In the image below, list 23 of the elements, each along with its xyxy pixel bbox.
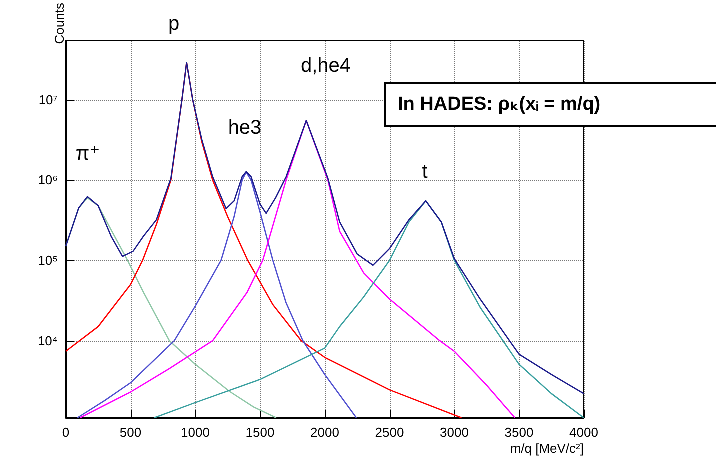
annotation: d,he4 [300,55,352,77]
x-tick-label: 2500 [375,425,404,440]
y-tick-label: 10⁵ [38,253,58,268]
annotation: t [422,161,428,183]
x-tick-label: 500 [120,425,142,440]
y-axis-title: Counts [52,2,67,44]
annotation: In HADES: ρₖ(xᵢ = m/q) [398,94,601,115]
x-axis-title: m/q [MeV/c²] [510,441,584,456]
annotation: π⁺ [76,143,100,165]
x-tick-label: 1500 [246,425,275,440]
line-series [77,172,358,419]
text: p [168,13,180,35]
y-tick-label: 10⁶ [38,172,58,188]
x-tick-label: 0 [62,425,70,440]
x-tick-label: 3000 [440,425,469,440]
x-tick-label: 2000 [310,425,340,440]
x-tick-label: 4000 [570,425,598,440]
caption-box: In HADES: ρₖ(xᵢ = m/q) [384,82,716,127]
y-tick-label: 10⁴ [38,333,58,348]
x-tick-label: 3500 [504,425,534,440]
x-tick-label: 1000 [181,425,210,440]
y-tick-label: 10⁷ [38,92,58,108]
annotation: he3 [228,117,262,139]
